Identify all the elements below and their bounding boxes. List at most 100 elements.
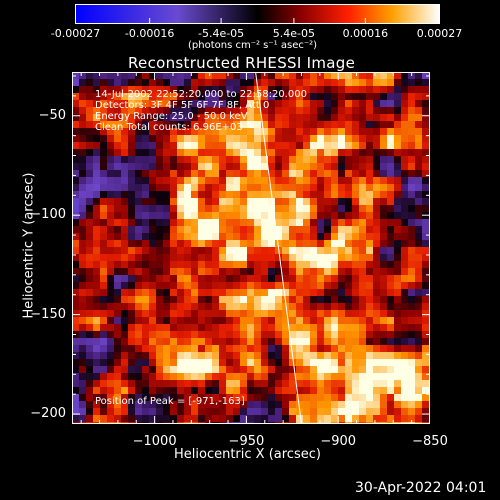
heatmap-cell: [142, 184, 150, 192]
heatmap-cell: [408, 261, 416, 269]
heatmap-cell: [422, 310, 430, 318]
heatmap-cell: [254, 135, 262, 143]
heatmap-cell: [240, 93, 248, 101]
heatmap-cell: [345, 107, 353, 115]
heatmap-cell: [93, 240, 101, 248]
heatmap-cell: [86, 135, 94, 143]
heatmap-cell: [317, 198, 325, 206]
heatmap-cell: [373, 401, 381, 409]
heatmap-cell: [254, 79, 262, 87]
heatmap-cell: [310, 387, 318, 395]
heatmap-cell: [191, 394, 199, 402]
heatmap-cell: [289, 121, 297, 129]
heatmap-cell: [380, 317, 388, 325]
heatmap-cell: [408, 135, 416, 143]
heatmap-cell: [156, 128, 164, 136]
heatmap-cell: [415, 205, 423, 213]
heatmap-cell: [401, 310, 409, 318]
heatmap-cell: [121, 107, 129, 115]
heatmap-cell: [415, 408, 423, 416]
heatmap-cell: [72, 184, 80, 192]
heatmap-cell: [359, 121, 367, 129]
heatmap-cell: [380, 352, 388, 360]
heatmap-cell: [380, 93, 388, 101]
heatmap-cell: [205, 142, 213, 150]
heatmap-cell: [310, 212, 318, 220]
heatmap-cell: [79, 275, 87, 283]
heatmap-cell: [156, 198, 164, 206]
heatmap-cell: [408, 114, 416, 122]
heatmap-cell: [373, 72, 381, 80]
heatmap-cell: [191, 163, 199, 171]
heatmap-cell: [205, 338, 213, 346]
heatmap-cell: [114, 184, 122, 192]
heatmap-cell: [170, 247, 178, 255]
heatmap-cell: [394, 107, 402, 115]
heatmap-cell: [359, 366, 367, 374]
heatmap-cell: [205, 268, 213, 276]
heatmap-cell: [170, 268, 178, 276]
heatmap-cell: [247, 387, 255, 395]
heatmap-cell: [177, 93, 185, 101]
heatmap-cell: [191, 387, 199, 395]
heatmap-cell: [114, 212, 122, 220]
heatmap-cell: [282, 331, 290, 339]
heatmap-cell: [359, 247, 367, 255]
heatmap-cell: [415, 184, 423, 192]
heatmap-cell: [366, 380, 374, 388]
heatmap-cell: [415, 100, 423, 108]
heatmap-cell: [408, 198, 416, 206]
heatmap-cell: [289, 191, 297, 199]
heatmap-cell: [177, 338, 185, 346]
heatmap-cell: [121, 247, 129, 255]
heatmap-cell: [352, 198, 360, 206]
heatmap-cell: [205, 226, 213, 234]
heatmap-cell: [352, 107, 360, 115]
heatmap-cell: [303, 212, 311, 220]
heatmap-cell: [303, 282, 311, 290]
heatmap-cell: [310, 394, 318, 402]
heatmap-cell: [261, 268, 269, 276]
heatmap-cell: [107, 373, 115, 381]
heatmap-cell: [366, 163, 374, 171]
heatmap-cell: [240, 233, 248, 241]
heatmap-cell: [121, 240, 129, 248]
heatmap-cell: [212, 373, 220, 381]
heatmap-cell: [268, 324, 276, 332]
heatmap-cell: [268, 86, 276, 94]
heatmap-cell: [142, 247, 150, 255]
heatmap-cell: [338, 401, 346, 409]
heatmap-cell: [247, 114, 255, 122]
heatmap-cell: [331, 275, 339, 283]
heatmap-cell: [408, 352, 416, 360]
heatmap-cell: [226, 401, 234, 409]
heatmap-cell: [184, 128, 192, 136]
heatmap-cell: [254, 261, 262, 269]
heatmap-cell: [303, 114, 311, 122]
heatmap-cell: [79, 310, 87, 318]
heatmap-cell: [128, 93, 136, 101]
heatmap-cell: [240, 219, 248, 227]
y-axis-label: Heliocentric Y (arcsec): [21, 172, 37, 319]
heatmap-cell: [177, 72, 185, 80]
heatmap-cell: [142, 268, 150, 276]
heatmap-cell: [240, 100, 248, 108]
heatmap-cell: [254, 219, 262, 227]
heatmap-cell: [261, 219, 269, 227]
heatmap-cell: [415, 317, 423, 325]
heatmap-cell: [156, 86, 164, 94]
heatmap-cell: [373, 86, 381, 94]
heatmap-cell: [240, 317, 248, 325]
heatmap-cell: [93, 114, 101, 122]
heatmap-cell: [128, 114, 136, 122]
heatmap-cell: [114, 366, 122, 374]
heatmap-cell: [184, 268, 192, 276]
heatmap-cell: [387, 394, 395, 402]
heatmap-cell: [373, 135, 381, 143]
heatmap-cell: [303, 387, 311, 395]
heatmap-cell: [387, 191, 395, 199]
heatmap-cell: [359, 128, 367, 136]
heatmap-cell: [86, 205, 94, 213]
heatmap-cell: [170, 303, 178, 311]
heatmap-cell: [408, 338, 416, 346]
